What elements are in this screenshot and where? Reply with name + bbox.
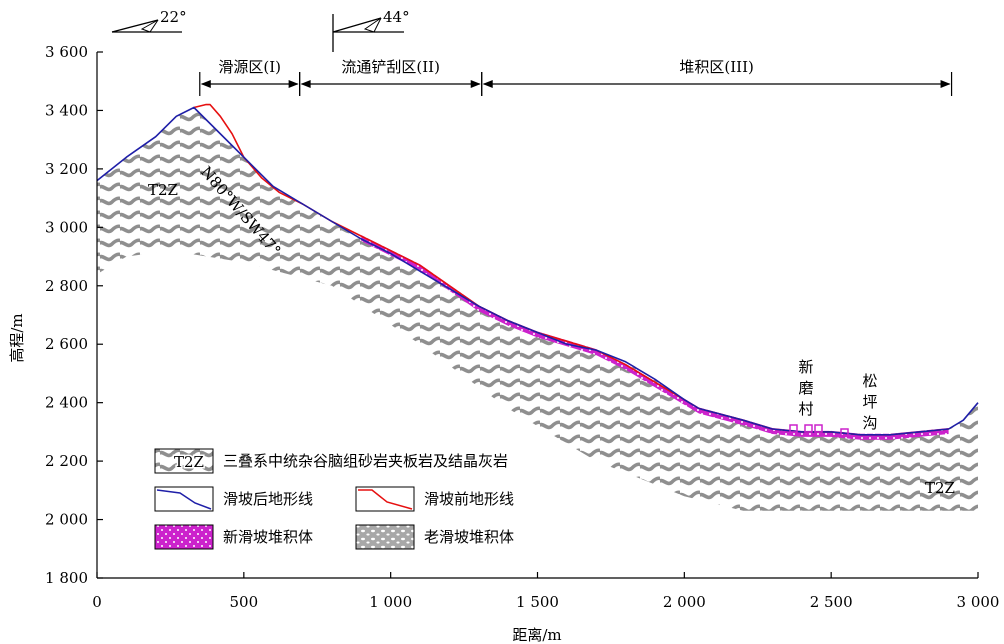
- y-tick-label: 3 600: [45, 43, 88, 61]
- y-tick-label: 2 600: [45, 335, 88, 353]
- zone-arrow-head-right: [940, 80, 951, 88]
- y-axis-label: 高程/m: [8, 313, 26, 362]
- legend-new-deposit-label: 新滑坡堆积体: [223, 528, 313, 546]
- series-layer: [96, 103, 979, 436]
- legend-new-deposit-swatch: [154, 524, 214, 550]
- legend-after-label: 滑坡后地形线: [223, 490, 313, 508]
- y-tick-label: 2 200: [45, 452, 88, 470]
- legend-before-line: [358, 489, 413, 510]
- y-tick-label: 3 000: [45, 218, 88, 236]
- legend-old-deposit-swatch: [355, 524, 415, 550]
- dip-symbol-2: 44°: [332, 8, 410, 52]
- after-landslide-terrain-line: [96, 106, 979, 436]
- legend-old-deposit-label: 老滑坡堆积体: [424, 528, 514, 546]
- zone-arrow-head-left: [200, 80, 211, 88]
- zone-arrow-head-right: [470, 80, 481, 88]
- dip-angle-1-label: 22°: [160, 8, 187, 26]
- legend: T2Z 三叠系中统杂谷脑组砂岩夹板岩及结晶灰岩 滑坡后地形线 滑坡前地形线 新滑…: [154, 448, 514, 550]
- y-axis-ticks: 1 800 2 000 2 200 2 400 2 600 2 800 3 000 3 200…: [45, 43, 103, 587]
- dip-symbol-1: 22°: [111, 8, 187, 33]
- village-markers: [789, 424, 849, 437]
- legend-after-line: [156, 489, 212, 510]
- village-2-label: 松坪沟: [862, 372, 877, 432]
- zone-label: 滑源区(I): [218, 58, 281, 76]
- zone-arrow-head-left: [300, 80, 311, 88]
- village-label-char: 磨: [798, 379, 813, 397]
- x-tick-label: 1 500: [516, 593, 559, 611]
- y-tick-label: 2 800: [45, 277, 88, 295]
- village-label-char: 新: [798, 358, 813, 376]
- y-tick-label: 3 400: [45, 101, 88, 119]
- x-axis-ticks: 0 500 1 000 1 500 2 000 2 500 3 000: [92, 572, 999, 611]
- village-1-label: 新磨村: [798, 358, 813, 418]
- dip-angle-2-label: 44°: [383, 8, 410, 26]
- zone-arrow-head-left: [482, 80, 493, 88]
- zone-label: 堆积区(III): [679, 58, 753, 76]
- legend-strata-label: 三叠系中统杂谷脑组砂岩夹板岩及结晶灰岩: [223, 452, 508, 470]
- x-tick-label: 2 500: [810, 593, 853, 611]
- x-tick-label: 1 000: [369, 593, 412, 611]
- y-tick-label: 2 000: [45, 511, 88, 529]
- village-label-char: 坪: [862, 393, 877, 411]
- strata-label-left: T2Z: [148, 181, 178, 199]
- legend-strata-swatch: [154, 448, 214, 474]
- y-tick-label: 2 400: [45, 394, 88, 412]
- zone-arrow-head-right: [288, 80, 299, 88]
- x-tick-label: 500: [230, 593, 259, 611]
- strata-label-right: T2Z: [925, 479, 955, 497]
- bedrock-strata-area: [97, 107, 978, 511]
- y-tick-label: 1 800: [45, 569, 88, 587]
- village-label-char: 松: [862, 372, 877, 390]
- x-tick-label: 2 000: [663, 593, 706, 611]
- x-axis-label: 距离/m: [512, 626, 561, 644]
- x-tick-label: 0: [92, 593, 102, 611]
- y-tick-label: 3 200: [45, 160, 88, 178]
- x-tick-label: 3 000: [957, 593, 1000, 611]
- legend-strata-symbol: T2Z: [174, 453, 204, 471]
- zone-label: 流通铲刮区(II): [341, 58, 440, 76]
- village-label-char: 村: [798, 400, 813, 418]
- zone-markers: 滑源区(I) 流通铲刮区(II) 堆积区(III): [199, 58, 953, 96]
- village-label-char: 沟: [862, 414, 877, 432]
- legend-before-label: 滑坡前地形线: [424, 490, 514, 508]
